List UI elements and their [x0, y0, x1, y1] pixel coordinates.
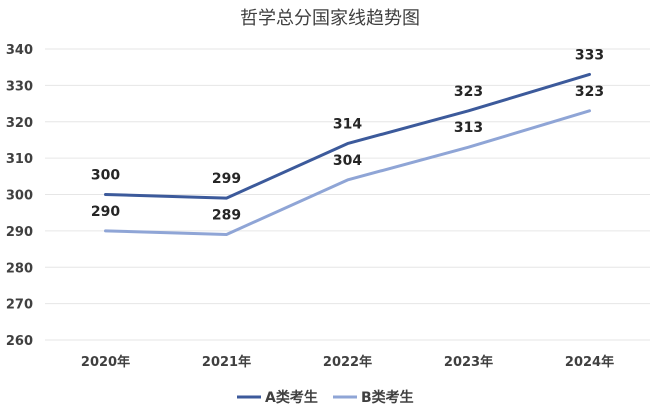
data-label: 314 — [333, 117, 362, 133]
data-label: 299 — [212, 171, 241, 187]
data-label: 290 — [91, 204, 120, 220]
series-lines — [104, 72, 591, 237]
x-tick-label: 2024年 — [565, 354, 614, 370]
data-label: 289 — [212, 208, 241, 224]
x-tick-label: 2021年 — [202, 354, 251, 370]
x-tick-label: 2023年 — [444, 354, 493, 370]
x-tick-label: 2020年 — [81, 354, 130, 370]
chart-title: 哲学总分国家线趋势图 — [240, 8, 420, 29]
y-axis-ticks: 260 270 280 290 300 310 320 330 340 — [6, 43, 33, 349]
x-axis-ticks: 2020年 2021年 2022年 2023年 2024年 — [81, 354, 614, 370]
series-line-a — [104, 72, 591, 200]
y-tick-label: 290 — [6, 225, 33, 240]
data-label: 313 — [454, 120, 483, 136]
legend-label: A类考生 — [265, 389, 318, 406]
data-label: 323 — [454, 84, 483, 100]
y-tick-label: 310 — [6, 152, 33, 167]
data-label: 323 — [575, 84, 604, 100]
data-label: 300 — [91, 168, 120, 184]
data-label: 304 — [333, 153, 362, 169]
y-tick-label: 260 — [6, 334, 33, 349]
y-tick-label: 320 — [6, 116, 33, 131]
y-tick-label: 270 — [6, 298, 33, 313]
y-tick-label: 280 — [6, 261, 33, 276]
legend: A类考生 B类考生 — [237, 389, 414, 406]
y-tick-label: 300 — [6, 189, 33, 204]
x-tick-label: 2022年 — [323, 354, 372, 370]
y-tick-label: 330 — [6, 79, 33, 94]
data-labels: 300 299 314 323 333 290 289 304 313 323 — [91, 47, 604, 223]
legend-label: B类考生 — [361, 389, 414, 406]
data-label: 333 — [575, 47, 604, 63]
y-tick-label: 340 — [6, 43, 33, 58]
series-line-b — [104, 109, 591, 237]
